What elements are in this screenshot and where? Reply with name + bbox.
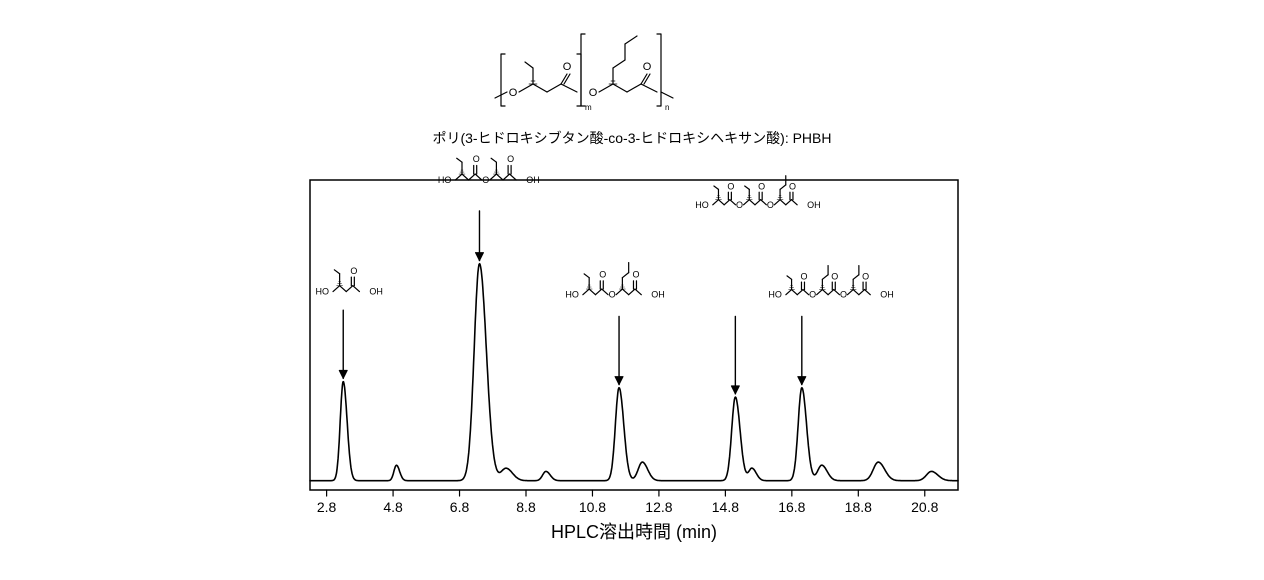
svg-text:20.8: 20.8 <box>911 499 938 515</box>
svg-text:O: O <box>350 266 357 276</box>
svg-text:HO: HO <box>565 290 579 300</box>
svg-text:HO: HO <box>438 175 452 185</box>
x-axis-label: HPLC溶出時間 (min) <box>551 522 717 542</box>
chromatogram: 2.8 4.8 6.8 8.8 10.8 12.8 14.8 16.8 18.8 20.8 HPLC… <box>0 0 1264 580</box>
svg-text:O: O <box>789 181 796 191</box>
svg-text:6.8: 6.8 <box>450 499 470 515</box>
svg-text:OH: OH <box>807 200 821 210</box>
svg-text:O: O <box>736 200 743 210</box>
svg-text:O: O <box>482 175 489 185</box>
structure-3hb: HO O OH <box>316 266 383 297</box>
svg-text:OH: OH <box>651 290 665 300</box>
svg-text:O: O <box>473 154 480 164</box>
structure-3hb-3hhx: HOOOOOH <box>565 263 664 300</box>
svg-text:12.8: 12.8 <box>645 499 672 515</box>
svg-text:OH: OH <box>526 175 540 185</box>
svg-text:HO: HO <box>316 287 330 297</box>
chromatogram-trace <box>310 264 958 481</box>
svg-text:8.8: 8.8 <box>516 499 536 515</box>
svg-text:14.8: 14.8 <box>712 499 739 515</box>
svg-text:18.8: 18.8 <box>845 499 872 515</box>
svg-text:O: O <box>809 290 816 300</box>
svg-text:O: O <box>758 181 765 191</box>
svg-text:4.8: 4.8 <box>383 499 403 515</box>
svg-text:HO: HO <box>695 200 709 210</box>
svg-text:OH: OH <box>369 287 383 297</box>
svg-text:O: O <box>599 270 606 280</box>
svg-text:O: O <box>862 271 869 281</box>
svg-text:O: O <box>767 200 774 210</box>
svg-text:O: O <box>831 271 838 281</box>
svg-text:10.8: 10.8 <box>579 499 606 515</box>
svg-text:16.8: 16.8 <box>778 499 805 515</box>
svg-text:HO: HO <box>768 290 782 300</box>
svg-text:O: O <box>507 154 514 164</box>
svg-text:OH: OH <box>880 290 894 300</box>
svg-text:O: O <box>840 290 847 300</box>
svg-text:2.8: 2.8 <box>317 499 337 515</box>
structure-trimer-1: HOOOOOOOH <box>695 176 820 210</box>
svg-text:O: O <box>609 290 616 300</box>
svg-text:O: O <box>632 270 639 280</box>
svg-text:O: O <box>727 181 734 191</box>
svg-text:O: O <box>800 271 807 281</box>
structure-trimer-2: HOOOOOOOH <box>768 266 893 300</box>
